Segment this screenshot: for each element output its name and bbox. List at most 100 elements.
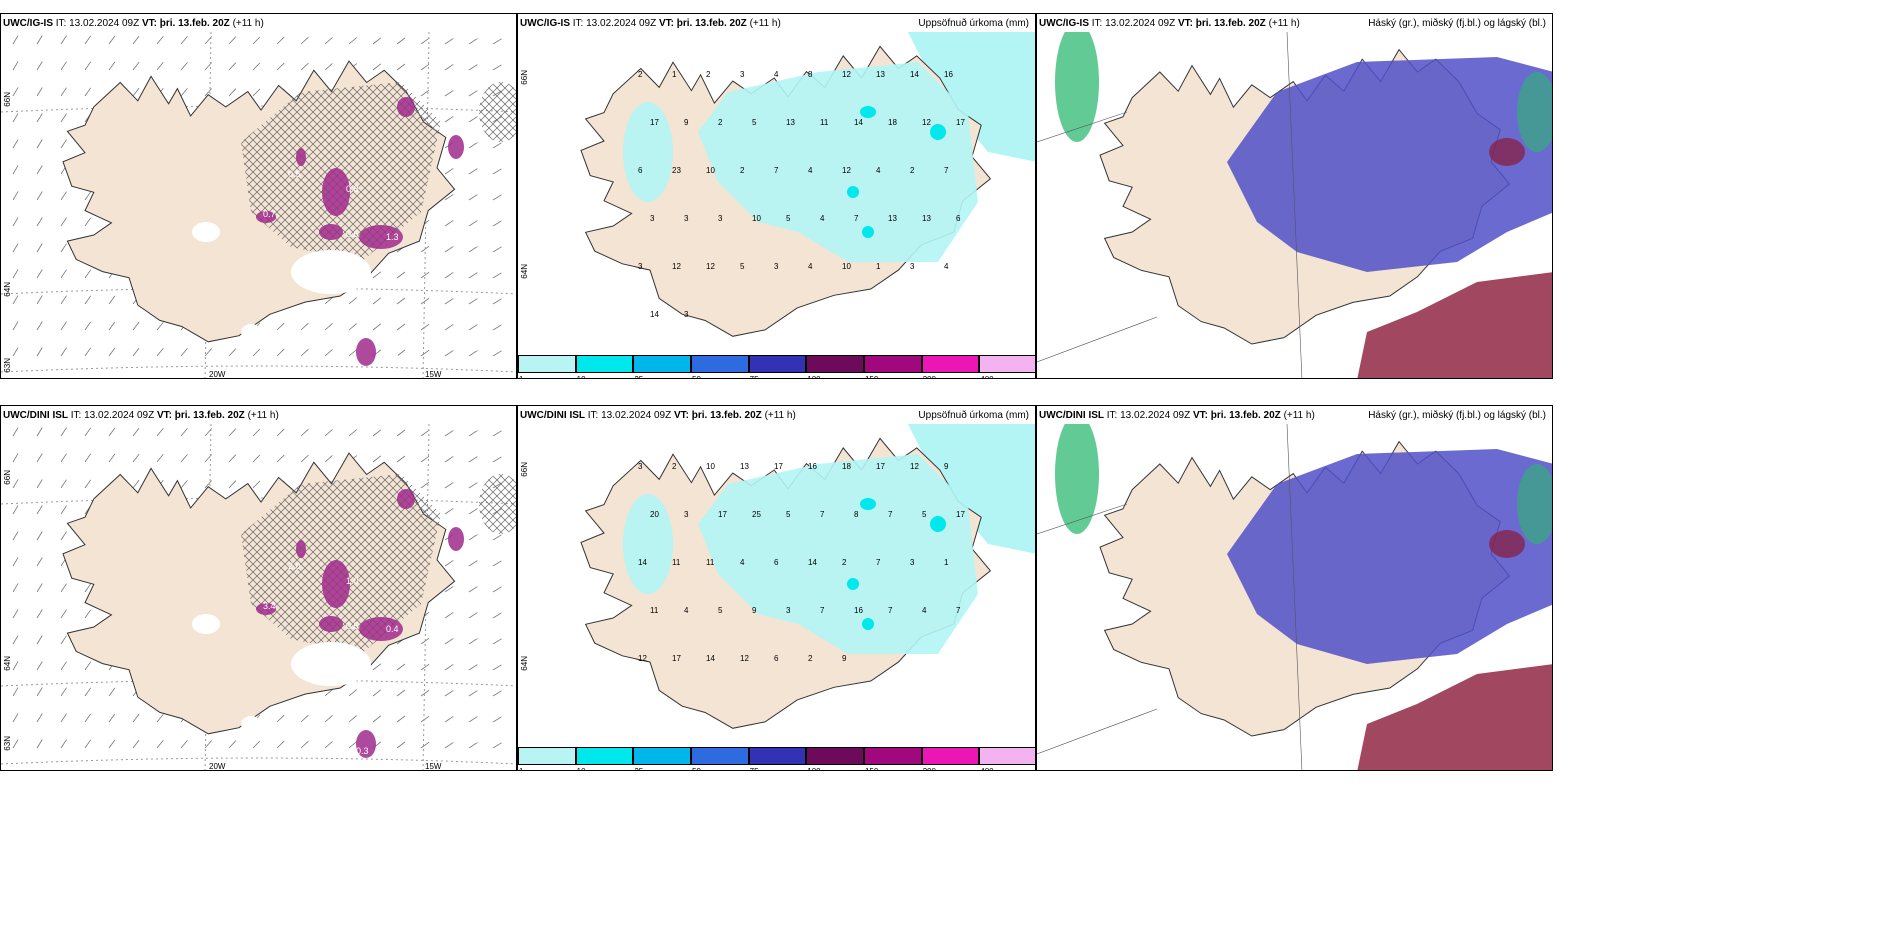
wind-barb [492,612,502,619]
colorbar-cell: 75 [748,747,807,770]
wind-barb [60,609,67,619]
wind-barb [324,349,333,357]
precip-value: 17 [718,510,727,519]
wind-barb [60,687,67,697]
wind-barb [228,740,237,749]
wind-barb [348,297,357,305]
wind-barb [420,455,430,463]
wind-barb [348,429,357,437]
precip-value: 0.9 [386,352,399,362]
colorbar-cell: 100 [806,747,864,770]
wind-barb [108,61,116,71]
wind-barb [36,87,43,97]
wind-barb [396,741,406,749]
wind-barb [12,295,19,305]
lat-label-66n: 66N [520,462,529,477]
wind-barb [468,560,478,567]
snow-patch [192,222,220,242]
wind-barb [396,271,406,279]
wind-barb [276,322,285,331]
colorbar-label: 200 [923,375,936,378]
wind-barb [468,272,478,279]
high-cloud [1517,464,1552,544]
lon-label-20w: 20W [209,762,226,771]
wind-barb [156,713,164,723]
wind-barb [12,87,19,97]
mid-cloud [1489,138,1525,166]
wind-barb [324,323,333,331]
lat-label-63n: 63N [3,358,12,373]
colorbar-label: 75 [750,375,759,378]
wind-barb [36,479,43,489]
wind-barb [492,664,502,671]
precip-value: 3 [718,214,723,223]
precip-core [862,226,874,238]
colorbar-cell: 1 [518,355,576,378]
wind-barb [492,586,502,593]
mid-cloud [1489,530,1525,558]
precip-area [623,102,673,202]
snow-patch [192,614,220,634]
precip-value: 0.6 [346,229,359,239]
wind-barb [12,35,19,45]
precip-value: 3 [740,70,745,79]
precip-value: 1 [876,262,881,271]
colorbar-label: 100 [807,767,820,770]
panel-title: UWC/DINI ISL IT: 13.02.2024 09Z VT: þri.… [520,410,796,421]
precip-cell [359,617,403,641]
wind-barb [60,427,67,437]
wind-barb [468,298,478,305]
wind-barb [492,272,502,279]
cloud-map [1037,32,1552,378]
wind-barb [444,482,454,489]
wind-barb [36,609,43,619]
graticule-lon [1286,32,1303,378]
colorbar-label: 100 [807,375,820,378]
wind-barb [108,295,116,305]
wind-barb [132,453,140,463]
wind-barb [36,243,43,253]
wind-barb [60,217,67,227]
wind-barb [300,714,309,723]
wind-barb [444,246,454,253]
precip-value: 17 [672,654,681,663]
wind-barb [228,88,237,97]
wind-barb [84,217,92,227]
colorbar-label: 10 [577,767,586,770]
graticule-lat [1037,503,1128,535]
wind-barb [36,661,43,671]
colorbar-cell: 50 [690,355,749,378]
wind-barb [492,168,502,175]
panel-subtitle: Uppsöfnuð úrkoma (mm) [918,410,1029,421]
wind-barb [132,739,140,749]
precip-value: 3 [910,558,915,567]
wind-barb [492,64,502,71]
wind-barb [60,321,67,331]
precip-cell [322,168,350,216]
precip-value: 1.0 [346,576,359,586]
precip-area [623,494,673,594]
wind-barb [372,663,382,671]
wind-barb [468,716,478,723]
wind-barb [84,609,92,619]
colorbar-label: 50 [692,375,701,378]
panel-title: UWC/IG-IS IT: 13.02.2024 09Z VT: þri. 13… [3,18,264,29]
wind-barb [84,295,92,305]
wind-barb [420,663,430,671]
wind-barb [36,295,43,305]
cloud-map [1037,424,1552,770]
lat-label-63n: 63N [3,736,12,751]
colorbar-cell: 10 [575,355,634,378]
wind-barb [12,505,19,515]
lon-label-15w: 15W [425,370,442,379]
wind-barb [12,427,19,437]
colorbar-cell: 25 [633,355,691,378]
wind-barb [60,739,67,749]
wind-barb [420,689,430,697]
wind-barb [300,428,309,437]
wind-barb [60,113,67,123]
wind-barb [300,348,309,357]
precip-core [930,124,946,140]
wind-barb [444,456,454,463]
precip-area [698,454,978,654]
